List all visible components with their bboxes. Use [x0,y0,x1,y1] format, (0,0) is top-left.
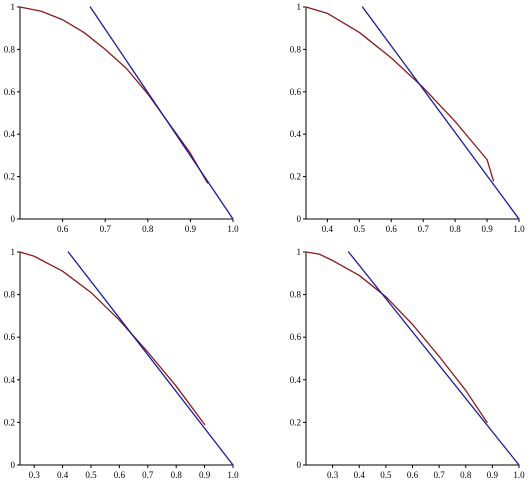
series-curve [305,6,495,182]
y-tick-label: 0.4 [4,129,16,139]
y-tick-label: 1 [11,2,16,12]
y-tick-label: 1 [297,2,302,12]
x-tick-label: 0.5 [380,470,392,480]
y-tick-label: 0.6 [4,332,16,342]
y-tick-label: 0.6 [290,87,302,97]
x-tick-label: 0.6 [57,224,69,234]
y-tick-label: 0.2 [290,172,301,182]
x-tick-label: 0.4 [322,224,334,234]
x-tick-label: 0.7 [434,470,446,480]
y-tick-label: 0 [11,214,16,224]
x-tick-label: 0.9 [185,224,197,234]
y-tick-label: 0 [297,460,302,470]
x-tick-label: 0.7 [142,470,154,480]
x-tick-label: 0.6 [114,470,126,480]
x-tick-label: 0.9 [481,224,493,234]
y-tick-label: 0.8 [4,44,16,54]
x-tick-label: 0.9 [199,470,211,480]
x-tick-label: 0.8 [460,470,472,480]
chart-panel-top-right: 0.4 0.5 0.6 0.7 0.8 0.9 1.0 0 0.2 0.4 0.6 0.8 1 [290,2,525,234]
y-tick-label: 0.6 [290,332,302,342]
y-tick-label: 0.8 [290,44,302,54]
x-tick-label: 0.4 [354,470,366,480]
series-curve [19,251,206,426]
x-tick-label: 0.9 [487,470,499,480]
x-tick-label: 0.3 [327,470,339,480]
x-tick-label: 0.8 [142,224,154,234]
y-tick-label: 0.2 [290,417,301,427]
y-tick-label: 1 [11,247,16,257]
x-tick-label: 0.4 [57,470,69,480]
chart-panel-top-left: 0.6 0.7 0.8 0.9 1.0 0 0.2 0.4 0.6 0.8 1 [4,2,239,234]
x-tick-label: 0.5 [354,224,366,234]
x-tick-label: 1.0 [227,470,239,480]
x-tick-label: 0.6 [407,470,419,480]
x-tick-label: 1.0 [227,224,239,234]
x-tick-label: 0.7 [418,224,430,234]
y-tick-label: 0 [297,214,302,224]
y-tick-label: 0.8 [4,290,16,300]
series-tangent-line [67,251,234,466]
x-tick-label: 1.0 [513,224,525,234]
series-curve [305,251,488,424]
y-tick-label: 0.6 [4,87,16,97]
y-tick-label: 0.2 [4,172,15,182]
y-tick-label: 0 [11,460,16,470]
y-tick-label: 0.8 [290,290,302,300]
chart-panel-bottom-left: 0.3 0.4 0.5 0.6 0.7 0.8 0.9 1.0 0 0.2 0.4 0.6 0.8 1 [4,247,239,480]
series-tangent-line [347,251,520,466]
x-tick-label: 0.6 [386,224,398,234]
x-tick-label: 0.8 [450,224,462,234]
x-tick-label: 0.8 [171,470,183,480]
y-tick-label: 1 [297,247,302,257]
y-tick-label: 0.4 [4,375,16,385]
x-tick-label: 0.5 [85,470,97,480]
x-tick-label: 1.0 [513,470,525,480]
x-tick-label: 0.3 [29,470,41,480]
y-tick-label: 0.2 [4,417,15,427]
series-curve [19,6,209,184]
y-tick-label: 0.4 [290,375,302,385]
chart-panel-bottom-right: 0.3 0.4 0.5 0.6 0.7 0.8 0.9 1.0 0 0.2 0.4 0.6 0.8 1 [290,247,525,480]
series-tangent-line [361,6,520,220]
y-tick-label: 0.4 [290,129,302,139]
x-tick-label: 0.7 [100,224,112,234]
series-tangent-line [89,6,234,220]
